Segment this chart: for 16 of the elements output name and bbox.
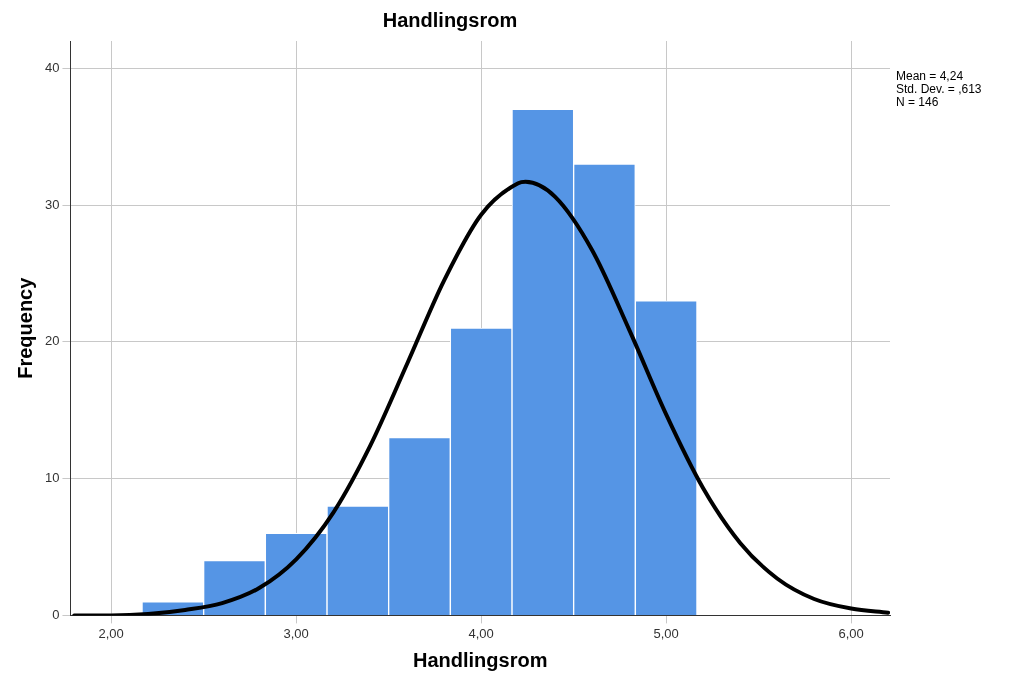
x-tick-label: 3,00	[283, 625, 309, 641]
text: Mean = 4,24	[896, 69, 965, 83]
x-tick-label: 4,00	[468, 625, 494, 641]
x-tick-label: 2,00	[98, 625, 124, 641]
y-tick-label: 40	[44, 59, 60, 75]
x-tick-label: 6,00	[838, 625, 864, 641]
x-axis-title: Handlingsrom	[413, 648, 548, 671]
y-axis-title: Frequency	[13, 276, 36, 379]
chart-title: Handlingsrom	[382, 8, 518, 31]
y-tick-label: 20	[44, 333, 60, 349]
text: Std. Dev. = ,613	[896, 82, 982, 96]
y-tick-label: 30	[44, 196, 60, 212]
y-tick-label: 0	[52, 606, 60, 622]
text: N = 146	[896, 95, 940, 109]
x-tick-label: 5,00	[653, 625, 679, 641]
y-tick-label: 10	[44, 470, 60, 486]
